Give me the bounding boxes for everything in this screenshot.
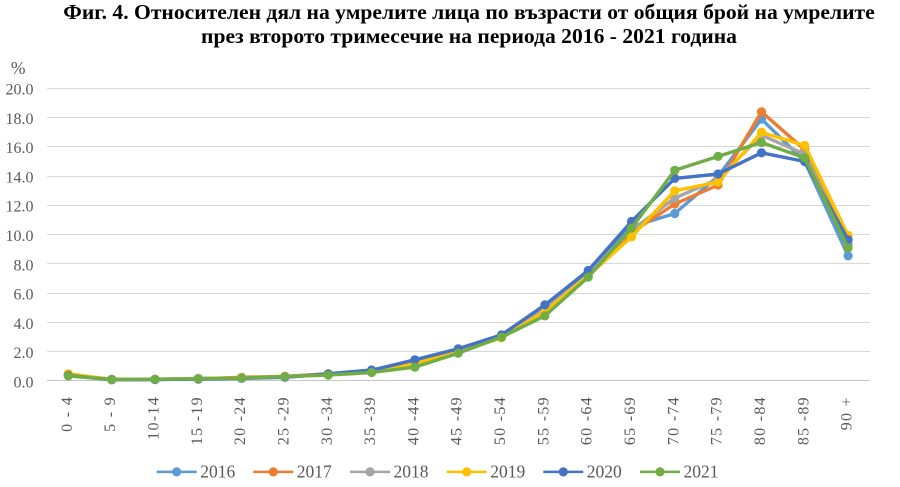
svg-text:18.0: 18.0 bbox=[6, 111, 34, 128]
svg-text:6.0: 6.0 bbox=[14, 287, 34, 304]
svg-text:2.0: 2.0 bbox=[14, 345, 34, 362]
svg-text:90 +: 90 + bbox=[839, 396, 856, 430]
svg-text:4.0: 4.0 bbox=[14, 316, 34, 333]
svg-text:75 -79: 75 -79 bbox=[709, 396, 726, 445]
svg-text:65 -69: 65 -69 bbox=[622, 396, 639, 445]
svg-text:30 -34: 30 -34 bbox=[319, 396, 336, 445]
svg-text:2016: 2016 bbox=[200, 462, 235, 482]
svg-text:10-14: 10-14 bbox=[146, 396, 163, 440]
svg-text:70 -74: 70 -74 bbox=[665, 396, 682, 445]
svg-text:2021: 2021 bbox=[684, 462, 719, 482]
svg-text:16.0: 16.0 bbox=[6, 140, 34, 157]
svg-text:50 -54: 50 -54 bbox=[492, 396, 509, 445]
svg-text:10.0: 10.0 bbox=[6, 228, 34, 245]
svg-text:45 -49: 45 -49 bbox=[449, 396, 466, 445]
svg-text:5 - 9: 5 - 9 bbox=[102, 396, 119, 432]
svg-text:40 -44: 40 -44 bbox=[405, 396, 422, 445]
svg-text:14.0: 14.0 bbox=[6, 170, 34, 187]
svg-text:2018: 2018 bbox=[394, 462, 429, 482]
svg-text:20 -24: 20 -24 bbox=[232, 396, 249, 445]
svg-text:2017: 2017 bbox=[297, 462, 332, 482]
svg-text:25 -29: 25 -29 bbox=[275, 396, 292, 445]
svg-text:20.0: 20.0 bbox=[6, 82, 34, 99]
svg-text:80 -84: 80 -84 bbox=[752, 396, 769, 445]
svg-text:0.0: 0.0 bbox=[14, 374, 34, 391]
svg-text:12.0: 12.0 bbox=[6, 199, 34, 216]
svg-text:55 -59: 55 -59 bbox=[535, 396, 552, 445]
svg-text:60 -64: 60 -64 bbox=[579, 396, 596, 445]
svg-text:2020: 2020 bbox=[587, 462, 622, 482]
svg-text:15 -19: 15 -19 bbox=[189, 396, 206, 445]
svg-text:2019: 2019 bbox=[490, 462, 525, 482]
svg-text:85 -89: 85 -89 bbox=[795, 396, 812, 445]
svg-text:35 -39: 35 -39 bbox=[362, 396, 379, 445]
svg-text:%: % bbox=[11, 58, 26, 78]
svg-text:0 - 4: 0 - 4 bbox=[59, 396, 76, 432]
svg-text:8.0: 8.0 bbox=[14, 257, 34, 274]
